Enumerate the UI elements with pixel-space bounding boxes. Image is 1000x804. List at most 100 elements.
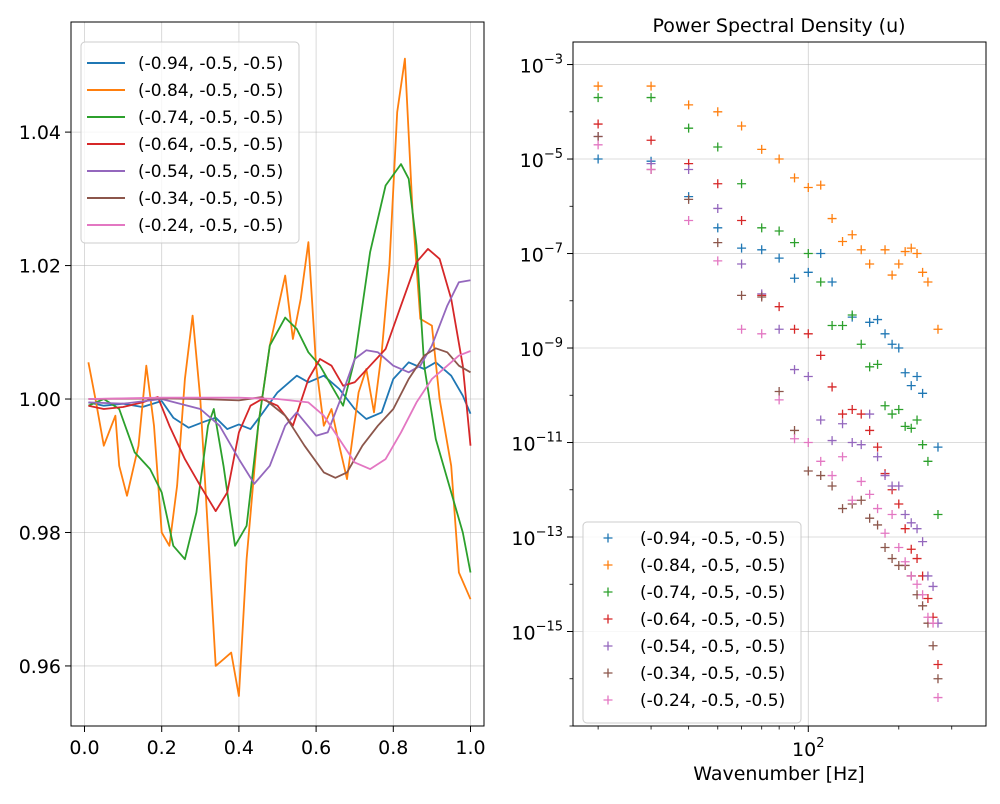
right-legend-marker: [603, 668, 613, 678]
psd-marker-series-3: [906, 423, 916, 433]
psd-marker-series-1: [803, 267, 813, 277]
psd-marker-series-3: [790, 238, 800, 248]
left-legend-label: (-0.74, -0.5, -0.5): [138, 108, 283, 128]
left-legend-label: (-0.64, -0.5, -0.5): [138, 135, 283, 155]
psd-marker-series-4: [873, 442, 883, 452]
psd-marker-series-6: [873, 520, 883, 530]
psd-marker-series-3: [774, 226, 784, 236]
left-x-tick-label: 0.0: [69, 737, 99, 759]
psd-marker-series-2: [912, 249, 922, 259]
left-series-lines: [87, 57, 472, 697]
psd-marker-series-7: [900, 557, 910, 567]
psd-marker-series-2: [684, 100, 694, 110]
left-x-tick-label: 0.4: [224, 737, 254, 759]
psd-marker-series-6: [865, 513, 875, 523]
psd-marker-series-5: [847, 438, 857, 448]
right-legend-marker: [603, 560, 613, 570]
psd-marker-series-4: [737, 216, 747, 226]
psd-marker-series-2: [790, 173, 800, 183]
psd-marker-series-1: [713, 223, 723, 233]
psd-marker-series-1: [816, 249, 826, 259]
psd-title: Power Spectral Density (u): [652, 15, 905, 37]
psd-marker-series-5: [803, 371, 813, 381]
right-legend-label: (-0.34, -0.5, -0.5): [640, 664, 785, 684]
psd-marker-series-1: [757, 245, 767, 255]
left-legend: (-0.94, -0.5, -0.5) (-0.84, -0.5, -0.5) (-…: [80, 41, 300, 244]
psd-marker-series-7: [803, 438, 813, 448]
left-x-tick-label: 0.8: [378, 737, 408, 759]
psd-marker-series-1: [737, 243, 747, 253]
psd-marker-series-1: [912, 371, 922, 381]
psd-marker-series-7: [790, 434, 800, 444]
psd-marker-series-5: [873, 452, 883, 462]
psd-y-tick-label: 10−5: [520, 147, 563, 172]
right-legend-label: (-0.64, -0.5, -0.5): [640, 610, 785, 630]
psd-y-tick-label: 10−9: [520, 336, 563, 361]
psd-marker-series-3: [737, 179, 747, 189]
psd-marker-series-4: [838, 409, 848, 419]
psd-marker-series-6: [757, 292, 767, 302]
psd-marker-series-1: [894, 343, 904, 353]
right-legend-label: (-0.74, -0.5, -0.5): [640, 583, 785, 603]
psd-marker-series-2: [847, 230, 857, 240]
psd-marker-series-7: [918, 590, 928, 600]
psd-marker-series-3: [803, 249, 813, 259]
psd-y-tick-label: 10−15: [511, 620, 563, 645]
psd-marker-series-1: [880, 329, 890, 339]
right-legend-box: [582, 521, 802, 724]
psd-marker-series-6: [593, 131, 603, 141]
psd-marker-series-3: [713, 142, 723, 152]
psd-marker-series-3: [900, 421, 910, 431]
right-legend-label: (-0.84, -0.5, -0.5): [640, 556, 785, 576]
psd-marker-series-5: [684, 165, 694, 175]
psd-marker-series-6: [880, 542, 890, 552]
psd-marker-series-6: [887, 554, 897, 564]
psd-marker-series-7: [827, 471, 837, 481]
psd-marker-series-2: [774, 154, 784, 164]
psd-marker-series-7: [887, 509, 897, 519]
psd-marker-series-3: [880, 401, 890, 411]
psd-marker-series-4: [847, 404, 857, 414]
psd-marker-series-5: [774, 324, 784, 334]
psd-marker-series-2: [933, 324, 943, 334]
psd-marker-series-4: [865, 425, 875, 435]
psd-marker-series-2: [923, 277, 933, 287]
psd-marker-series-3: [912, 415, 922, 425]
psd-marker-series-4: [713, 179, 723, 189]
psd-marker-series-2: [865, 259, 875, 269]
line-series-3: [88, 163, 472, 573]
psd-marker-series-3: [933, 509, 943, 519]
psd-marker-series-6: [827, 481, 837, 491]
psd-marker-series-7: [737, 324, 747, 334]
psd-marker-series-7: [928, 618, 938, 628]
psd-marker-series-1: [918, 388, 928, 398]
psd-marker-series-2: [887, 270, 897, 280]
psd-marker-series-7: [713, 256, 723, 266]
psd-marker-series-2: [757, 144, 767, 154]
psd-marker-series-4: [816, 350, 826, 360]
left-y-tick-label: 1.04: [19, 122, 61, 144]
psd-y-tick-label: 10−3: [520, 53, 563, 78]
psd-marker-series-3: [838, 320, 848, 330]
right-legend-label: (-0.24, -0.5, -0.5): [640, 691, 785, 711]
psd-marker-series-4: [827, 382, 837, 392]
psd-marker-series-5: [827, 436, 837, 446]
left-y-tick-label: 0.96: [19, 656, 61, 678]
psd-marker-series-2: [918, 267, 928, 277]
left-plot-frame: [70, 21, 485, 727]
psd-marker-series-1: [827, 277, 837, 287]
left-y-ticks: 0.96 0.98 1.00 1.02 1.04: [19, 122, 71, 678]
left-legend-box: [80, 41, 300, 244]
right-x-ticks: 102: [597, 726, 953, 761]
psd-marker-series-7: [873, 504, 883, 514]
right-y-ticks: 10−3 10−5 10−7 10−9 10−11 10−13 10−15: [511, 53, 573, 727]
psd-marker-series-3: [816, 277, 826, 287]
right-legend-marker: [603, 695, 613, 705]
right-legend-marker: [603, 641, 613, 651]
left-x-tick-label: 1.0: [455, 737, 485, 759]
psd-marker-series-2: [803, 182, 813, 192]
psd-marker-series-5: [816, 415, 826, 425]
psd-marker-series-4: [593, 119, 603, 129]
psd-marker-series-2: [838, 236, 848, 246]
psd-marker-series-3: [646, 93, 656, 103]
